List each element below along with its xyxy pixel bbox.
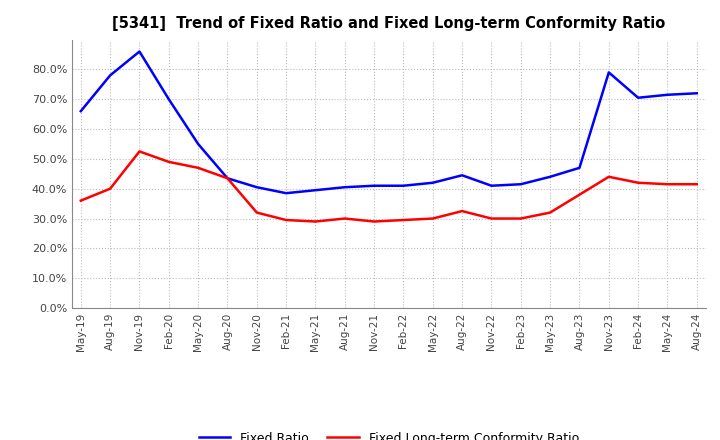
Fixed Long-term Conformity Ratio (311, 219, 320, 224)
Fixed Ratio (693, 91, 701, 96)
Fixed Long-term Conformity Ratio (663, 182, 672, 187)
Fixed Long-term Conformity Ratio (253, 210, 261, 215)
Fixed Ratio (663, 92, 672, 97)
Line: Fixed Ratio: Fixed Ratio (81, 51, 697, 193)
Line: Fixed Long-term Conformity Ratio: Fixed Long-term Conformity Ratio (81, 151, 697, 221)
Fixed Long-term Conformity Ratio (575, 192, 584, 197)
Fixed Ratio (428, 180, 437, 185)
Fixed Long-term Conformity Ratio (341, 216, 349, 221)
Fixed Ratio (311, 187, 320, 193)
Fixed Ratio (76, 109, 85, 114)
Fixed Long-term Conformity Ratio (634, 180, 642, 185)
Fixed Long-term Conformity Ratio (164, 159, 173, 165)
Fixed Long-term Conformity Ratio (135, 149, 144, 154)
Title: [5341]  Trend of Fixed Ratio and Fixed Long-term Conformity Ratio: [5341] Trend of Fixed Ratio and Fixed Lo… (112, 16, 665, 32)
Fixed Ratio (370, 183, 379, 188)
Fixed Ratio (458, 172, 467, 178)
Fixed Ratio (399, 183, 408, 188)
Fixed Ratio (164, 97, 173, 102)
Fixed Long-term Conformity Ratio (370, 219, 379, 224)
Fixed Ratio (223, 176, 232, 181)
Fixed Long-term Conformity Ratio (693, 182, 701, 187)
Legend: Fixed Ratio, Fixed Long-term Conformity Ratio: Fixed Ratio, Fixed Long-term Conformity … (194, 427, 584, 440)
Fixed Ratio (516, 182, 525, 187)
Fixed Long-term Conformity Ratio (516, 216, 525, 221)
Fixed Ratio (546, 174, 554, 180)
Fixed Ratio (341, 185, 349, 190)
Fixed Ratio (194, 141, 202, 147)
Fixed Ratio (253, 185, 261, 190)
Fixed Long-term Conformity Ratio (76, 198, 85, 203)
Fixed Ratio (282, 191, 290, 196)
Fixed Ratio (575, 165, 584, 170)
Fixed Long-term Conformity Ratio (605, 174, 613, 180)
Fixed Long-term Conformity Ratio (106, 186, 114, 191)
Fixed Ratio (487, 183, 496, 188)
Fixed Ratio (605, 70, 613, 75)
Fixed Long-term Conformity Ratio (546, 210, 554, 215)
Fixed Long-term Conformity Ratio (487, 216, 496, 221)
Fixed Ratio (106, 73, 114, 78)
Fixed Long-term Conformity Ratio (223, 176, 232, 181)
Fixed Ratio (634, 95, 642, 100)
Fixed Long-term Conformity Ratio (428, 216, 437, 221)
Fixed Long-term Conformity Ratio (458, 209, 467, 214)
Fixed Long-term Conformity Ratio (282, 217, 290, 223)
Fixed Long-term Conformity Ratio (399, 217, 408, 223)
Fixed Long-term Conformity Ratio (194, 165, 202, 170)
Fixed Ratio (135, 49, 144, 54)
